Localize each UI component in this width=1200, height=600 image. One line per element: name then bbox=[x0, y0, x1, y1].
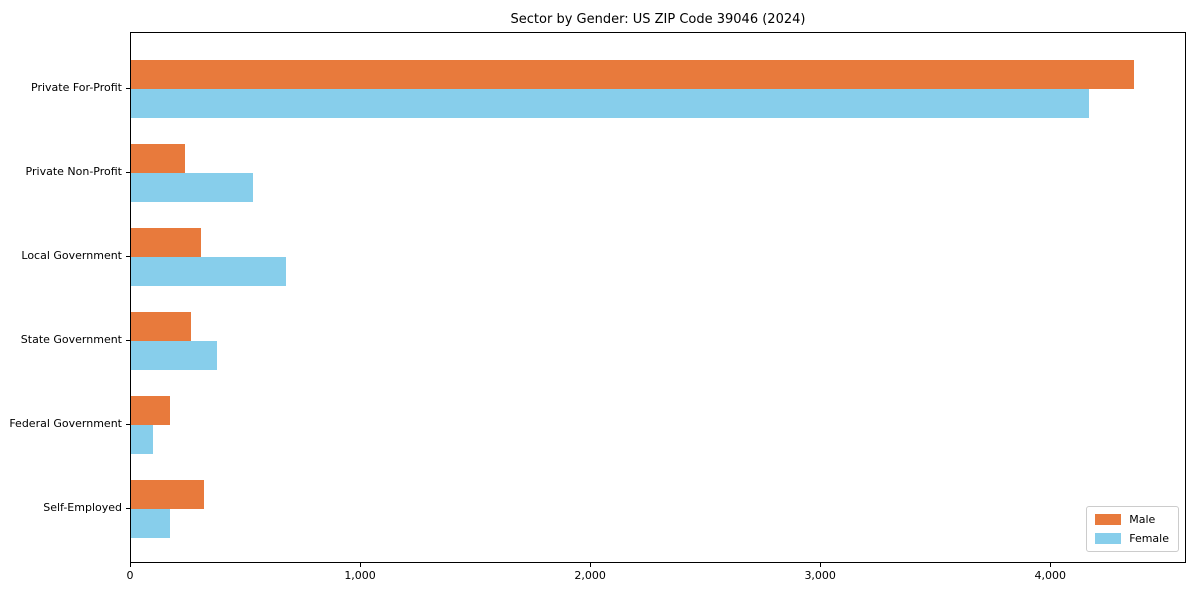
bar-male-3 bbox=[131, 312, 191, 341]
bar-male-0 bbox=[131, 60, 1135, 89]
bar-male-2 bbox=[131, 228, 201, 257]
legend-entry-female: Female bbox=[1095, 532, 1169, 545]
x-tick-label: 1,000 bbox=[344, 569, 376, 582]
y-tick-mark bbox=[126, 340, 130, 341]
y-tick-mark bbox=[126, 256, 130, 257]
chart-title: Sector by Gender: US ZIP Code 39046 (202… bbox=[510, 12, 806, 27]
y-tick-mark bbox=[126, 424, 130, 425]
x-tick-mark bbox=[820, 563, 822, 567]
x-tick-mark bbox=[1050, 563, 1052, 567]
y-tick-mark bbox=[126, 88, 130, 89]
bar-female-2 bbox=[131, 257, 286, 286]
y-tick-label: Private Non-Profit bbox=[25, 165, 122, 178]
y-tick-label: Federal Government bbox=[9, 417, 122, 430]
y-tick-label: Local Government bbox=[21, 249, 122, 262]
y-tick-mark bbox=[126, 508, 130, 509]
legend-label-male: Male bbox=[1129, 513, 1156, 526]
legend-swatch-male-icon bbox=[1095, 514, 1122, 525]
x-tick-mark bbox=[590, 563, 592, 567]
legend-swatch-female-icon bbox=[1095, 533, 1122, 544]
y-tick-label: Self-Employed bbox=[43, 501, 122, 514]
legend-entry-male: Male bbox=[1095, 513, 1169, 526]
x-tick-label: 0 bbox=[126, 569, 134, 582]
y-tick-label: Private For-Profit bbox=[31, 81, 122, 94]
bar-male-4 bbox=[131, 396, 170, 425]
bar-female-1 bbox=[131, 173, 254, 202]
x-tick-mark bbox=[360, 563, 362, 567]
y-tick-mark bbox=[126, 172, 130, 173]
legend: Male Female bbox=[1086, 506, 1179, 552]
x-tick-label: 3,000 bbox=[804, 569, 836, 582]
x-tick-label: 4,000 bbox=[1034, 569, 1067, 582]
bar-female-5 bbox=[131, 509, 170, 538]
bar-female-3 bbox=[131, 341, 217, 370]
bar-male-1 bbox=[131, 144, 186, 173]
legend-label-female: Female bbox=[1129, 532, 1169, 545]
bar-female-4 bbox=[131, 425, 153, 454]
bar-male-5 bbox=[131, 480, 204, 509]
x-tick-label: 2,000 bbox=[574, 569, 606, 582]
bar-female-0 bbox=[131, 89, 1089, 118]
y-tick-label: State Government bbox=[20, 333, 122, 346]
x-tick-mark bbox=[130, 563, 131, 567]
plot-area: Male Female bbox=[130, 32, 1186, 563]
